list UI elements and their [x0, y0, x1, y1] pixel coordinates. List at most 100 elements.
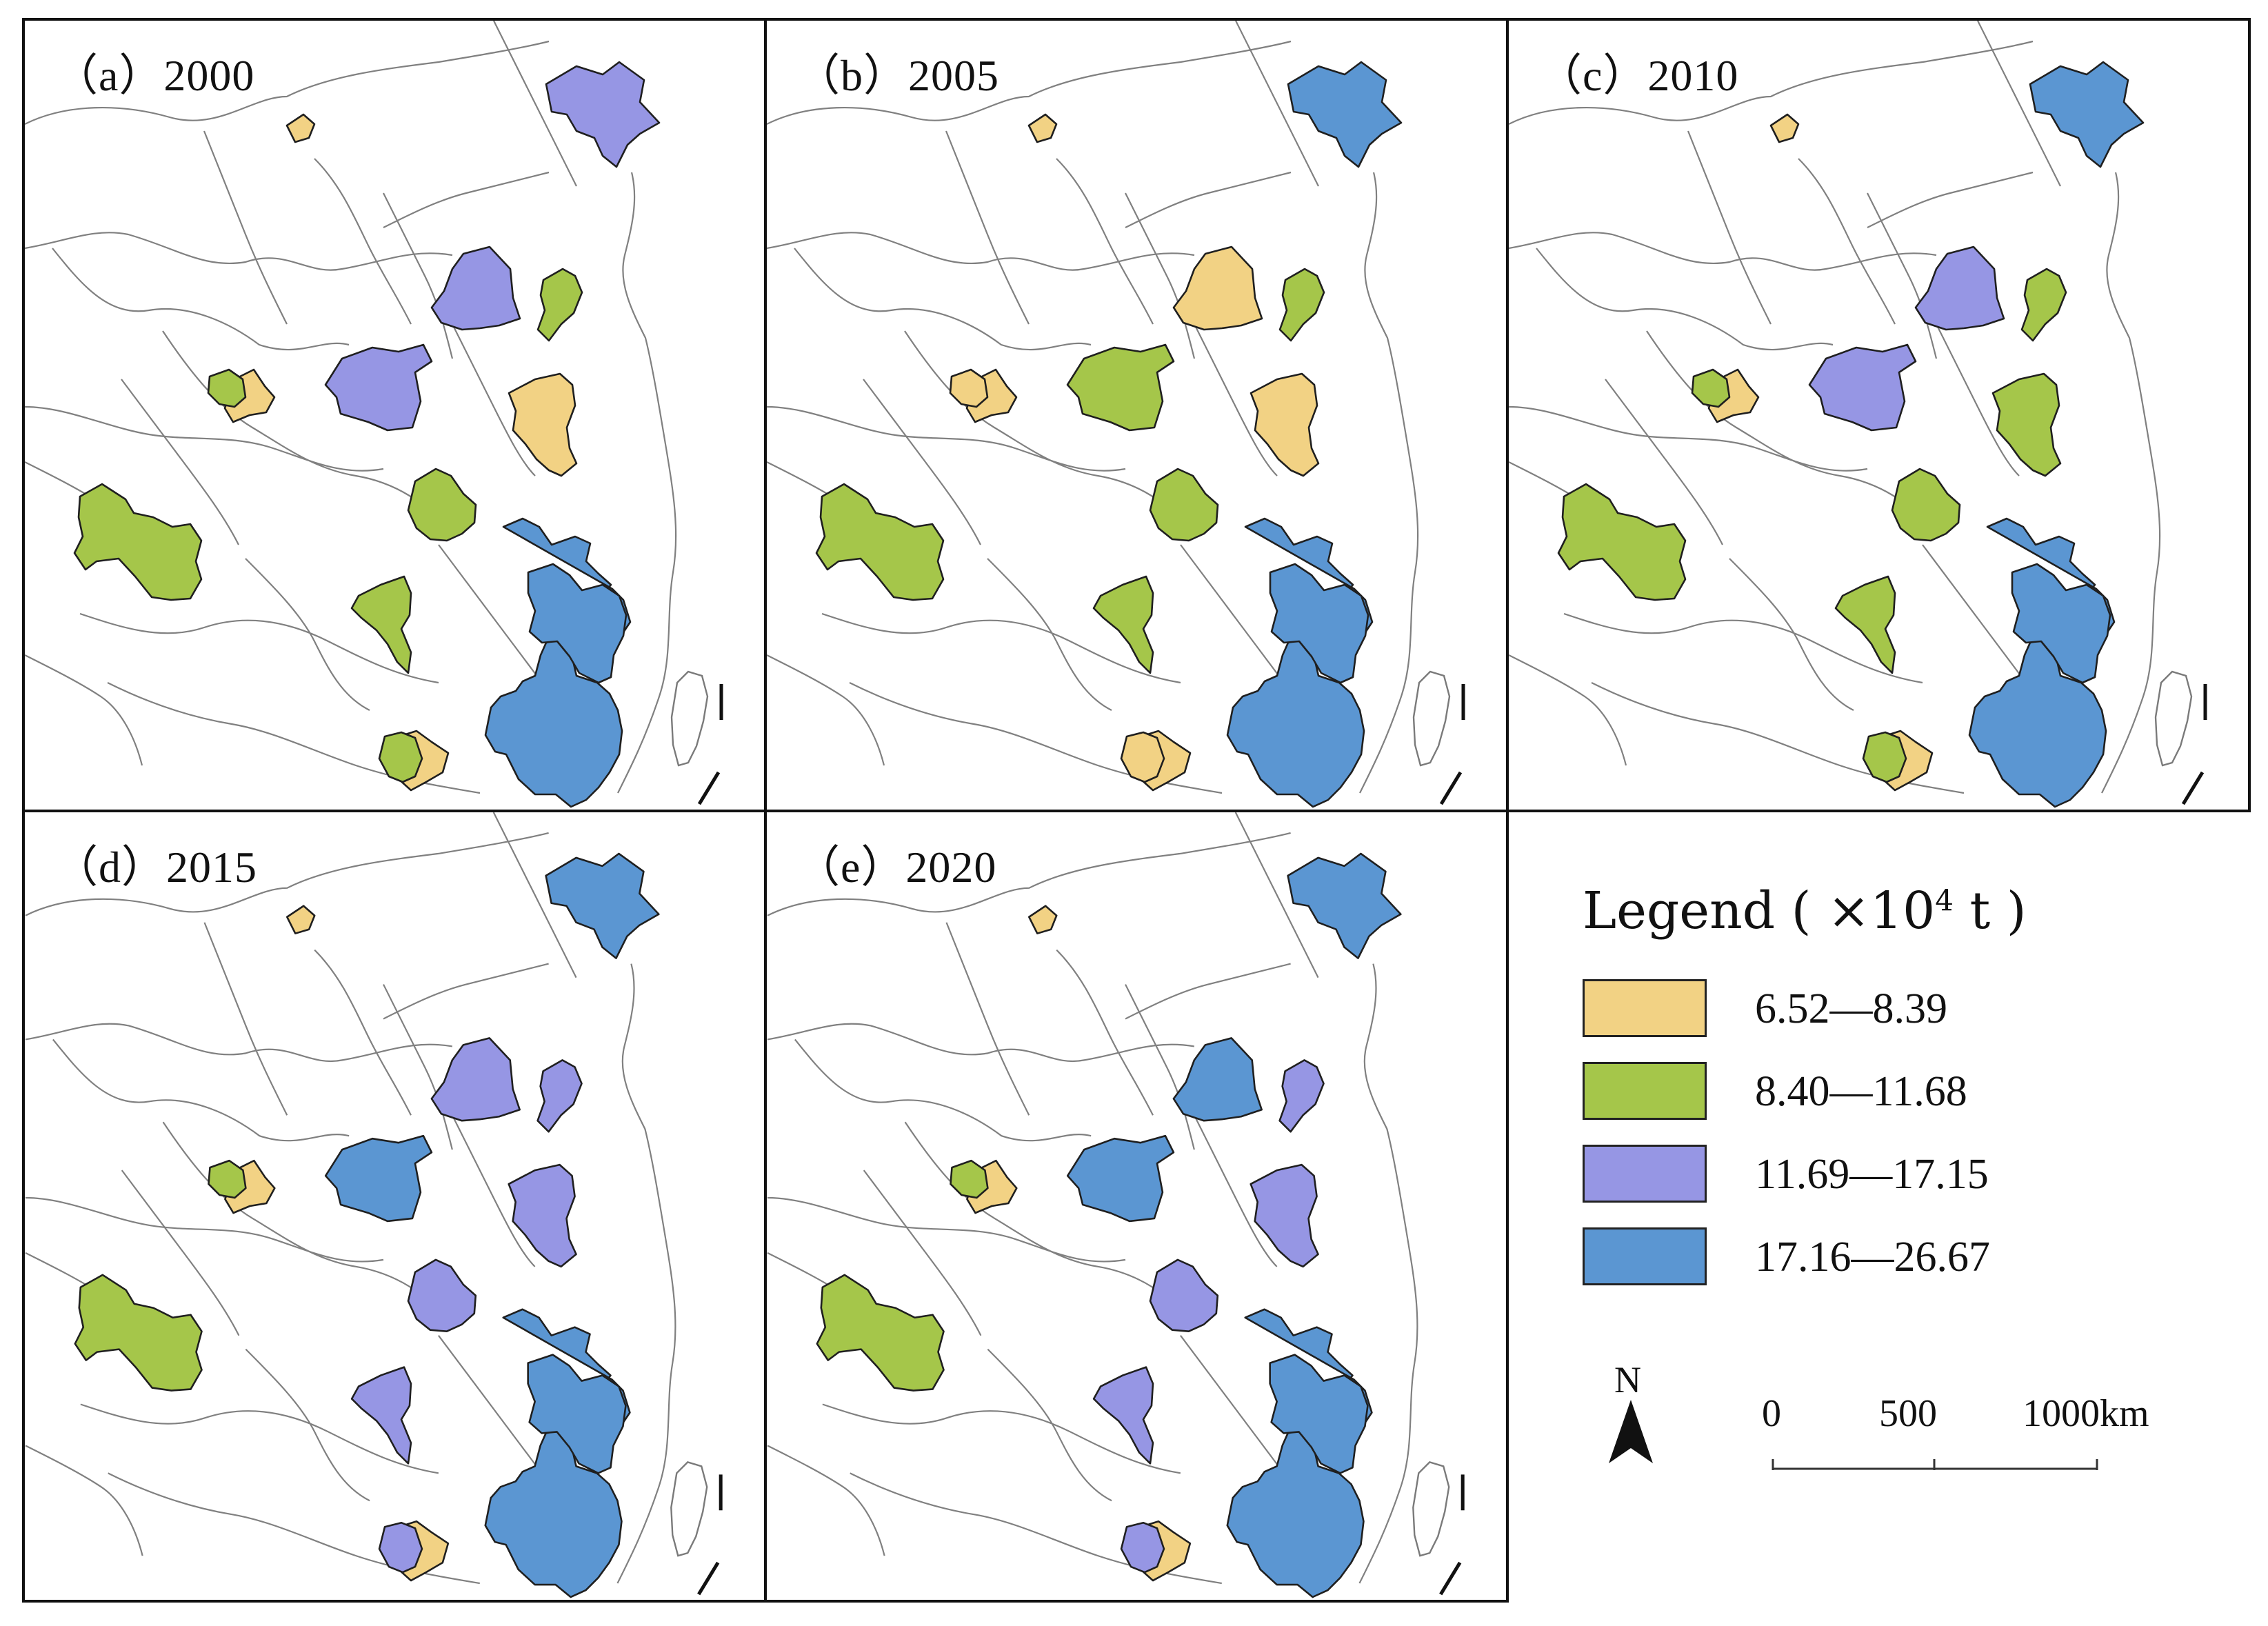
map-boundary [1509, 232, 1937, 271]
map-boundary [1646, 330, 1937, 532]
map-marker [697, 771, 721, 805]
map-region-r7 [74, 1274, 203, 1392]
map-boundary [767, 1023, 1195, 1062]
map-boundary [1125, 984, 1195, 1150]
map-region-r2 [536, 1059, 583, 1133]
map-canvas [1509, 21, 2207, 808]
map-boundary [162, 330, 453, 532]
map-boundary [203, 130, 288, 325]
map-boundary [52, 1038, 350, 1142]
legend-range: 17.16—26.67 [1755, 1234, 1990, 1281]
map-boundary [1509, 405, 1868, 472]
panel-label: （a）2000 [54, 51, 255, 100]
map-boundary [767, 654, 885, 766]
map-region-r9 [508, 372, 578, 477]
map-region-r6 [324, 343, 433, 432]
map-region-r6 [1066, 343, 1175, 432]
map-boundary [25, 232, 453, 271]
map-boundary [617, 448, 677, 794]
map-region-r5 [430, 245, 521, 331]
map-boundary [767, 40, 1292, 125]
map-region-r1 [545, 852, 660, 959]
map-boundary [1563, 612, 1923, 684]
map-marker [1439, 771, 1463, 805]
map-region-r2 [536, 268, 583, 342]
map-region-r15 [950, 1159, 989, 1199]
map-region-r7 [816, 1274, 945, 1392]
legend-range: 11.69—17.15 [1755, 1151, 1989, 1198]
map-boundary [1509, 40, 2034, 125]
map-region-r12 [527, 1354, 627, 1474]
map-boundary [945, 130, 1030, 325]
map-region-r2 [1278, 1059, 1325, 1133]
map-region-r10 [407, 468, 477, 542]
map-region-r7 [815, 483, 945, 601]
map-boundary [1364, 172, 1409, 449]
map-region-r11 [1092, 575, 1154, 674]
map-boundary [25, 1445, 143, 1556]
legend-swatch [1583, 1145, 1707, 1203]
map-region-r12 [1269, 1354, 1369, 1474]
map-canvas [767, 812, 1465, 1598]
map-canvas [767, 21, 1465, 808]
map-boundary [1605, 379, 1723, 545]
map-region-r7 [73, 483, 203, 601]
map-boundary [1509, 654, 1627, 766]
north-label: N [1614, 1359, 1641, 1401]
map-boundary [2106, 172, 2151, 449]
legend-range: 6.52—8.39 [1755, 985, 1947, 1032]
map-boundary [314, 949, 412, 1116]
map-region-r10 [1891, 468, 1961, 542]
map-boundary [52, 248, 350, 351]
map-region-r6 [1066, 1134, 1175, 1223]
map-boundary [162, 1121, 453, 1323]
map-panel-c: （c）2010 [1506, 18, 2251, 812]
map-boundary [904, 330, 1195, 532]
map-boundary [1798, 158, 1896, 325]
map-region-r1 [545, 61, 661, 168]
map-boundary [452, 323, 536, 476]
map-region-r7 [1557, 483, 1687, 601]
map-boundary [1194, 323, 1278, 476]
map-canvas [25, 812, 723, 1598]
map-boundary [383, 192, 454, 359]
map-boundary [767, 832, 1291, 916]
map-canvas [25, 21, 723, 808]
map-boundary [383, 171, 550, 228]
map-boundary [79, 612, 439, 684]
map-boundary [794, 248, 1092, 351]
map-region-r14 [285, 113, 316, 143]
map-region-r15 [949, 368, 989, 408]
panel-label: （c）2010 [1538, 51, 1739, 100]
map-boundary [1867, 192, 1938, 359]
legend-swatch [1583, 1227, 1707, 1285]
map-boundary [1125, 963, 1291, 1020]
map-region-r14 [285, 905, 316, 934]
map-region-r15 [208, 1159, 247, 1199]
map-boundary [904, 1121, 1195, 1323]
map-boundary [767, 405, 1126, 472]
map-region-r15 [1691, 368, 1731, 408]
map-boundary [1977, 21, 2061, 187]
map-boundary [245, 558, 370, 711]
map-boundary [622, 172, 668, 449]
map-boundary [1867, 171, 2034, 228]
map-panel-b: （b）2005 [764, 18, 1509, 812]
map-region-r6 [324, 1134, 433, 1223]
map-region-r5 [1172, 1037, 1263, 1122]
map-region-r12 [527, 563, 628, 684]
map-region-r10 [1149, 468, 1219, 542]
map-boundary [121, 1170, 240, 1336]
map-region-r13 [1120, 731, 1165, 783]
map-region-r11 [350, 1366, 412, 1465]
legend: Legend ( ×104 t ) 6.52—8.39 8.40—11.68 1… [1514, 807, 2258, 1600]
legend-range: 8.40—11.68 [1755, 1068, 1967, 1115]
map-region-r13 [1120, 1521, 1165, 1574]
map-region-r12 [2011, 563, 2111, 684]
map-region-r13 [378, 731, 423, 783]
map-boundary [2101, 448, 2161, 794]
island-outline [1412, 670, 1451, 767]
scale-tick-label: 0 [1762, 1392, 1781, 1435]
map-boundary [767, 1196, 1126, 1263]
map-boundary [945, 922, 1030, 1116]
